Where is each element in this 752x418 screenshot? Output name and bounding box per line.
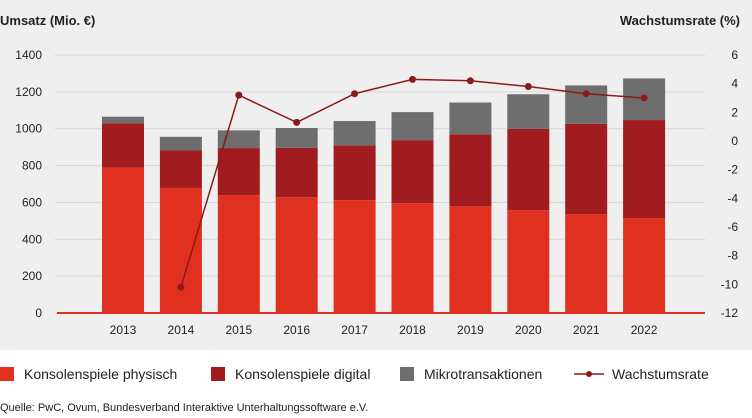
bar-segment-digital [333, 145, 376, 201]
bar-segment-digital [623, 120, 666, 219]
legend-label-mikrotransaktionen: Mikrotransaktionen [424, 366, 543, 382]
bar-segment-physisch [565, 214, 608, 313]
x-tick-label: 2015 [225, 323, 252, 337]
bars [102, 78, 666, 313]
legend-label-wachstumsrate: Wachstumsrate [612, 366, 709, 382]
bar-segment-physisch [102, 167, 144, 313]
x-tick-label: 2022 [631, 323, 658, 337]
growth-rate-point [235, 91, 243, 99]
legend-swatch-physisch [0, 367, 14, 381]
legend-item-digital: Konsolenspiele digital [211, 362, 370, 386]
bar-segment-mikrotransaktionen [391, 112, 434, 141]
bar-segment-physisch [217, 195, 260, 313]
growth-rate-point [409, 75, 416, 83]
right-tick-label: -8 [727, 249, 738, 263]
growth-rate-point [293, 118, 301, 126]
bar-segment-physisch [159, 188, 202, 313]
bar-segment-physisch [449, 206, 492, 313]
gridlines [55, 54, 705, 314]
chart: 0 200 400 600 800 1000 1200 1400 -12 -10 -8 -6 -4 -2 0… [0, 13, 740, 337]
bar-segment-mikrotransaktionen [102, 116, 144, 124]
axes: 0 200 400 600 800 1000 1200 1400 -12 -10 -8 -6 -4 -2 0… [15, 48, 738, 337]
left-tick-label: 1000 [15, 122, 42, 136]
left-tick-label: 600 [22, 195, 42, 209]
bar-segment-physisch [275, 197, 318, 313]
x-tick-label: 2016 [283, 323, 310, 337]
right-tick-label: -12 [721, 306, 739, 320]
x-tick-label: 2014 [168, 323, 195, 337]
x-tick-label: 2020 [515, 323, 542, 337]
right-tick-label: -10 [721, 277, 739, 291]
bar-segment-physisch [623, 218, 666, 313]
left-axis-title: Umsatz (Mio. €) [0, 13, 95, 28]
left-tick-label: 1400 [15, 48, 42, 62]
bar-segment-digital [102, 123, 144, 168]
growth-rate-point [582, 90, 590, 98]
growth-rate-point [466, 77, 474, 85]
x-tick-label: 2021 [573, 323, 600, 337]
bar-segment-digital [275, 147, 318, 198]
bar-segment-physisch [333, 200, 376, 313]
left-tick-label: 1200 [15, 85, 42, 99]
bar-segment-digital [391, 140, 434, 204]
bar-segment-mikrotransaktionen [217, 130, 260, 149]
x-tick-label: 2013 [110, 323, 137, 337]
x-tick-label: 2018 [399, 323, 426, 337]
legend-label-digital: Konsolenspiele digital [235, 366, 371, 382]
left-tick-label: 200 [22, 269, 42, 283]
x-tick-label: 2017 [341, 323, 368, 337]
right-tick-label: -4 [727, 191, 738, 205]
bar-segment-digital [217, 148, 260, 196]
bar-segment-mikrotransaktionen [275, 127, 318, 148]
bar-segment-physisch [391, 203, 434, 313]
right-tick-label: 2 [731, 105, 738, 119]
bar-segment-digital [507, 128, 550, 211]
growth-rate-point [640, 94, 648, 102]
growth-rate-point [177, 283, 185, 291]
growth-line [177, 75, 648, 291]
right-tick-label: 4 [731, 77, 738, 91]
legend-item-wachstumsrate: Wachstumsrate [574, 362, 709, 386]
bar-segment-digital [565, 123, 608, 215]
bar-segment-physisch [507, 210, 550, 313]
left-tick-label: 400 [22, 232, 42, 246]
legend-item-physisch: Konsolenspiele physisch [0, 362, 177, 386]
right-tick-label: 0 [731, 134, 738, 148]
left-tick-label: 800 [22, 159, 42, 173]
legend: Konsolenspiele physisch Konsolenspiele d… [0, 362, 752, 386]
bar-segment-mikrotransaktionen [159, 136, 202, 151]
legend-label-physisch: Konsolenspiele physisch [24, 366, 178, 382]
right-tick-label: 6 [731, 48, 738, 62]
growth-rate-point [524, 83, 532, 91]
left-tick-label: 0 [35, 306, 42, 320]
x-tick-label: 2019 [457, 323, 484, 337]
source-note: Quelle: PwC, Ovum, Bundesverband Interak… [0, 402, 369, 414]
bar-segment-mikrotransaktionen [449, 102, 492, 135]
legend-item-mikrotransaktionen: Mikrotransaktionen [400, 362, 542, 386]
legend-swatch-wachstumsrate [574, 371, 604, 377]
bar-segment-digital [449, 134, 492, 207]
growth-rate-point [351, 90, 359, 98]
bar-segment-digital [159, 150, 202, 189]
bar-segment-mikrotransaktionen [333, 120, 376, 146]
right-tick-label: -2 [727, 163, 738, 177]
legend-swatch-digital [211, 367, 225, 381]
legend-swatch-mikrotransaktionen [400, 367, 414, 381]
bar-segment-mikrotransaktionen [507, 94, 550, 129]
right-tick-label: -6 [727, 220, 738, 234]
right-axis-title: Wachstumsrate (%) [620, 13, 740, 28]
